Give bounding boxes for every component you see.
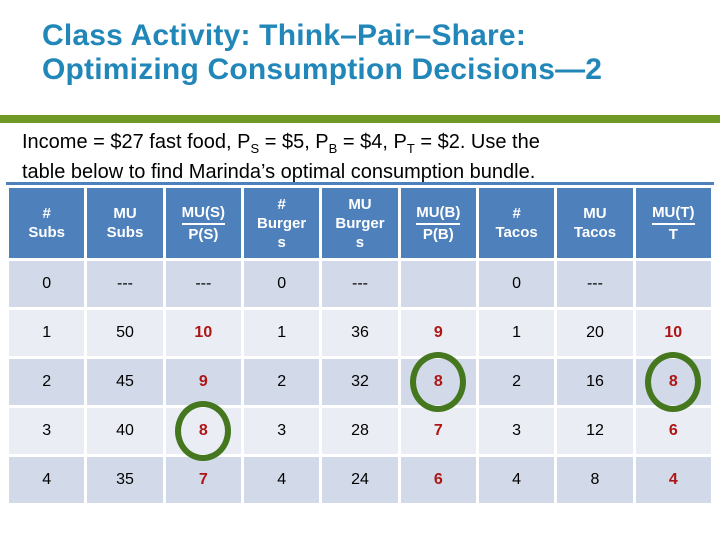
column-header-6: MU(B) P(B) bbox=[400, 188, 476, 258]
cell-r4c8: 4 bbox=[635, 457, 711, 503]
cell-r2c2: 9 bbox=[165, 359, 241, 405]
table-row: 4 35 7 4 24 6 4 8 4 bbox=[9, 457, 711, 503]
cell-r0c0: 0 bbox=[9, 261, 85, 307]
cell-r1c8: 10 bbox=[635, 310, 711, 356]
cell-r3c2: 8 bbox=[165, 408, 241, 454]
slide-title-line2: Optimizing Consumption Decisions—2 bbox=[42, 53, 603, 86]
table-row: 2 45 9 2 32 8 2 16 8 bbox=[9, 359, 711, 405]
column-header-1: # Subs bbox=[9, 188, 85, 258]
slide-title: Class Activity: Think–Pair–Share: Optimi… bbox=[42, 19, 602, 87]
column-header-4: # Burger s bbox=[243, 188, 320, 258]
subscript: B bbox=[328, 141, 338, 156]
cell-r3c7: 12 bbox=[557, 408, 633, 454]
column-header-9: MU(T) T bbox=[635, 188, 711, 258]
cell-r3c5: 7 bbox=[400, 408, 476, 454]
cell-r3c6: 3 bbox=[478, 408, 555, 454]
cell-r0c3: 0 bbox=[243, 261, 320, 307]
fraction-numerator: MU(T) bbox=[652, 203, 695, 225]
text-run: = $5, P bbox=[259, 131, 329, 153]
cell-r4c2: 7 bbox=[165, 457, 241, 503]
cell-r3c3: 3 bbox=[243, 408, 320, 454]
cell-r2c0: 2 bbox=[9, 359, 85, 405]
cell-r2c6: 2 bbox=[478, 359, 555, 405]
table-wrap: # Subs MU Subs MU(S) P(S) # Burger s MU Burge… bbox=[6, 182, 714, 506]
table-row: 1 50 10 1 36 9 1 20 10 bbox=[9, 310, 711, 356]
cell-r0c5 bbox=[400, 261, 476, 307]
intro-line-1: Income = $27 fast food, PS = $5, PB = $4… bbox=[22, 128, 540, 158]
cell-r1c3: 1 bbox=[243, 310, 320, 356]
cell-r1c4: 36 bbox=[322, 310, 398, 356]
column-header-7: # Tacos bbox=[478, 188, 555, 258]
cell-r4c0: 4 bbox=[9, 457, 85, 503]
cell-r4c5: 6 bbox=[400, 457, 476, 503]
cell-r3c0: 3 bbox=[9, 408, 85, 454]
consumption-table: # Subs MU Subs MU(S) P(S) # Burger s MU Burge… bbox=[6, 185, 714, 506]
cell-r2c4: 32 bbox=[322, 359, 398, 405]
text-run: = $2. Use the bbox=[414, 131, 540, 153]
cell-r0c1: --- bbox=[87, 261, 163, 307]
cell-r1c2: 10 bbox=[165, 310, 241, 356]
cell-r4c4: 24 bbox=[322, 457, 398, 503]
table-row: 3 40 8 3 28 7 3 12 6 bbox=[9, 408, 711, 454]
text-run: table below to find Marinda’s optimal co… bbox=[22, 161, 536, 183]
text-run: Income = $27 fast food, P bbox=[22, 131, 251, 153]
fraction-denominator: P(B) bbox=[422, 225, 454, 243]
slide-title-line1: Class Activity: Think–Pair–Share: bbox=[42, 19, 527, 52]
cell-r3c4: 28 bbox=[322, 408, 398, 454]
cell-r2c3: 2 bbox=[243, 359, 320, 405]
cell-r2c7: 16 bbox=[557, 359, 633, 405]
cell-r1c5: 9 bbox=[400, 310, 476, 356]
column-header-3: MU(S) P(S) bbox=[165, 188, 241, 258]
title-divider-rule bbox=[0, 115, 720, 123]
column-header-5: MU Burger s bbox=[322, 188, 398, 258]
subscript: T bbox=[406, 141, 415, 156]
fraction-numerator: MU(S) bbox=[181, 203, 225, 225]
table-header-row: # Subs MU Subs MU(S) P(S) # Burger s MU Burge… bbox=[9, 188, 711, 258]
column-header-8: MU Tacos bbox=[557, 188, 633, 258]
cell-r0c7: --- bbox=[557, 261, 633, 307]
intro-line-2: table below to find Marinda’s optimal co… bbox=[22, 158, 540, 186]
cell-r0c2: --- bbox=[165, 261, 241, 307]
intro-text: Income = $27 fast food, PS = $5, PB = $4… bbox=[22, 128, 540, 186]
cell-r4c6: 4 bbox=[478, 457, 555, 503]
cell-r4c1: 35 bbox=[87, 457, 163, 503]
fraction-denominator: P(S) bbox=[188, 225, 219, 243]
subscript: S bbox=[250, 141, 260, 156]
table-body: 0 --- --- 0 --- 0 --- 1 50 10 1 36 9 1 20 10 2 45 9 2 32 8 2 16… bbox=[9, 261, 711, 503]
cell-r3c8: 6 bbox=[635, 408, 711, 454]
cell-r4c7: 8 bbox=[557, 457, 633, 503]
cell-r2c5: 8 bbox=[400, 359, 476, 405]
cell-r2c1: 45 bbox=[87, 359, 163, 405]
cell-r3c1: 40 bbox=[87, 408, 163, 454]
text-run: = $4, P bbox=[337, 131, 407, 153]
fraction-denominator: T bbox=[668, 225, 678, 243]
cell-r1c6: 1 bbox=[478, 310, 555, 356]
cell-r0c4: --- bbox=[322, 261, 398, 307]
table-top-border bbox=[6, 182, 714, 185]
cell-r1c1: 50 bbox=[87, 310, 163, 356]
cell-r0c8 bbox=[635, 261, 711, 307]
cell-r0c6: 0 bbox=[478, 261, 555, 307]
cell-r1c7: 20 bbox=[557, 310, 633, 356]
column-header-2: MU Subs bbox=[87, 188, 163, 258]
cell-r1c0: 1 bbox=[9, 310, 85, 356]
cell-r2c8: 8 bbox=[635, 359, 711, 405]
cell-r4c3: 4 bbox=[243, 457, 320, 503]
fraction-numerator: MU(B) bbox=[416, 203, 461, 225]
table-row: 0 --- --- 0 --- 0 --- bbox=[9, 261, 711, 307]
